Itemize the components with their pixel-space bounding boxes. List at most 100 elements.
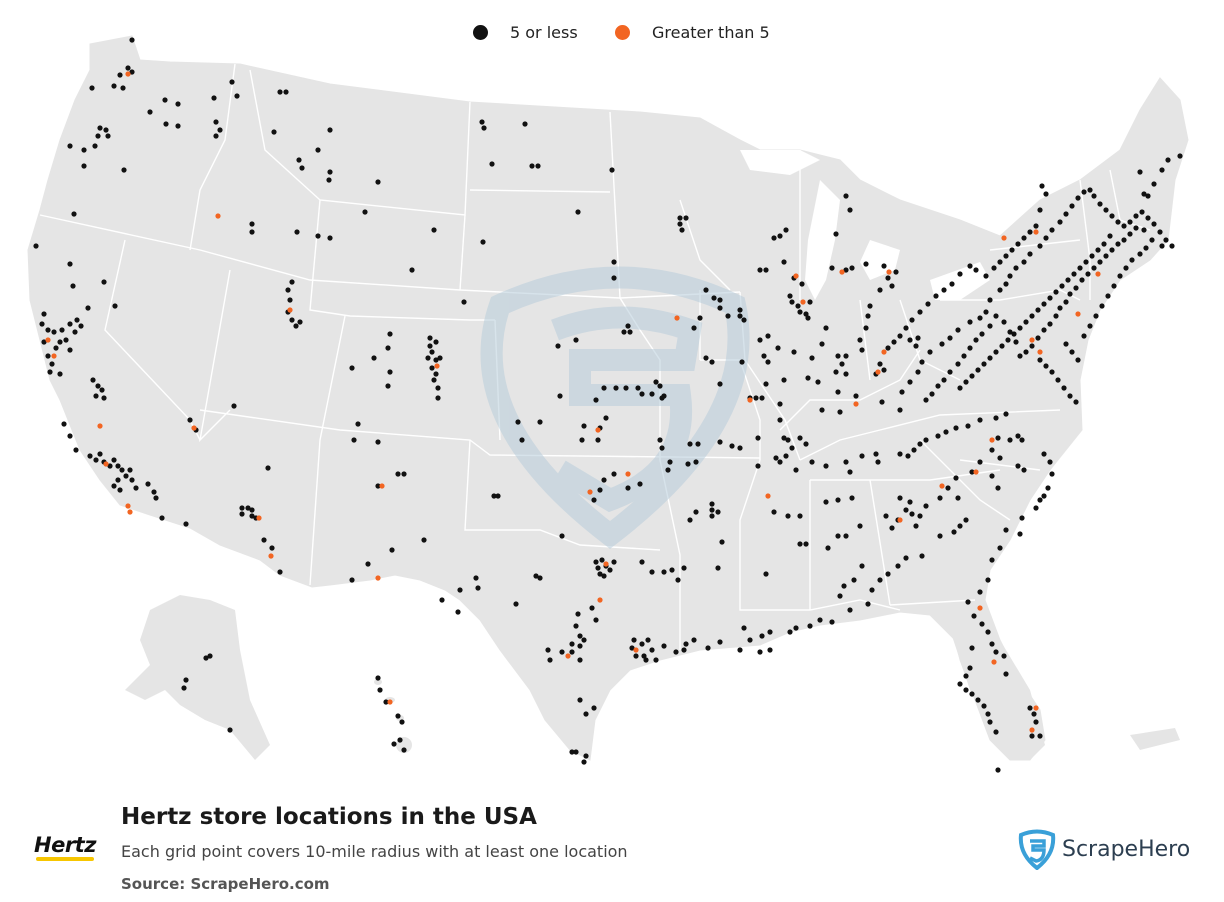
location-dot-small — [913, 343, 919, 349]
location-dot-small — [1021, 259, 1027, 265]
location-dot-small — [385, 345, 391, 351]
location-dot-small — [537, 575, 543, 581]
location-dot-small — [1115, 241, 1121, 247]
location-dot-small — [991, 265, 997, 271]
location-dot-large — [595, 427, 601, 433]
location-dot-small — [803, 311, 809, 317]
location-dot-small — [1133, 213, 1139, 219]
location-dot-small — [1105, 293, 1111, 299]
location-dot-large — [51, 353, 57, 359]
location-dot-small — [1109, 213, 1115, 219]
location-dot-small — [1121, 237, 1127, 243]
location-dot-small — [847, 207, 853, 213]
location-dot-small — [231, 403, 237, 409]
location-dot-small — [661, 643, 667, 649]
location-dot-small — [51, 329, 57, 335]
location-dot-large — [127, 509, 133, 515]
location-dot-small — [271, 129, 277, 135]
legend: 5 or less Greater than 5 — [0, 20, 1224, 44]
location-dot-small — [1003, 411, 1009, 417]
location-dot-small — [1057, 305, 1063, 311]
location-dot-small — [1091, 193, 1097, 199]
location-dot-small — [1049, 369, 1055, 375]
location-dot-small — [1097, 201, 1103, 207]
location-dot-small — [427, 343, 433, 349]
location-dot-small — [837, 409, 843, 415]
location-dot-small — [395, 713, 401, 719]
location-dot-small — [601, 477, 607, 483]
location-dot-small — [1067, 291, 1073, 297]
location-dot-small — [995, 767, 1001, 773]
location-dot-small — [829, 265, 835, 271]
location-dot-small — [67, 143, 73, 149]
location-dot-small — [635, 385, 641, 391]
location-dot-large — [565, 653, 571, 659]
location-dot-small — [989, 557, 995, 563]
location-dot-small — [631, 637, 637, 643]
location-dot-small — [1027, 705, 1033, 711]
location-dot-small — [377, 687, 383, 693]
location-dot-small — [883, 513, 889, 519]
location-dot-small — [659, 445, 665, 451]
location-dot-small — [987, 323, 993, 329]
location-dot-small — [649, 391, 655, 397]
location-dot-small — [297, 319, 303, 325]
location-dot-small — [1141, 227, 1147, 233]
location-dot-large — [125, 71, 131, 77]
location-dot-small — [175, 101, 181, 107]
location-dot-small — [929, 391, 935, 397]
location-dot-large — [387, 699, 393, 705]
location-dot-small — [767, 647, 773, 653]
location-dot-small — [33, 243, 39, 249]
location-dot-small — [965, 599, 971, 605]
location-dot-small — [637, 481, 643, 487]
location-dot-small — [63, 337, 69, 343]
location-dot-small — [1073, 399, 1079, 405]
location-dot-small — [1013, 339, 1019, 345]
alaska — [125, 595, 270, 760]
location-dot-small — [1039, 183, 1045, 189]
location-dot-large — [597, 597, 603, 603]
location-dot-small — [659, 395, 665, 401]
location-dot-small — [843, 459, 849, 465]
location-dot-small — [117, 72, 123, 78]
location-dot-small — [691, 325, 697, 331]
location-dot-small — [1043, 191, 1049, 197]
location-dot-small — [1041, 451, 1047, 457]
location-dot-small — [947, 369, 953, 375]
location-dot-large — [379, 483, 385, 489]
location-dot-small — [575, 209, 581, 215]
location-dot-small — [781, 259, 787, 265]
location-dot-small — [967, 263, 973, 269]
location-dot-small — [825, 545, 831, 551]
location-dot-small — [1071, 271, 1077, 277]
location-dot-small — [947, 335, 953, 341]
orange-dot-icon — [615, 24, 630, 40]
location-dot-small — [891, 339, 897, 345]
location-dot-small — [621, 329, 627, 335]
location-dot-small — [797, 541, 803, 547]
location-dot-small — [120, 85, 126, 91]
location-dot-small — [1137, 251, 1143, 257]
location-dot-small — [175, 123, 181, 129]
location-dot-small — [147, 109, 153, 115]
location-dot-small — [953, 425, 959, 431]
location-dot-small — [685, 461, 691, 467]
location-dot-small — [773, 455, 779, 461]
location-dot-small — [183, 677, 189, 683]
location-dot-small — [457, 587, 463, 593]
location-dot-small — [797, 309, 803, 315]
location-dot-small — [961, 353, 967, 359]
location-dot-small — [809, 355, 815, 361]
location-dot-small — [849, 495, 855, 501]
location-dot-small — [129, 69, 135, 75]
location-dot-small — [375, 439, 381, 445]
map-subtitle: Each grid point covers 10-mile radius wi… — [121, 842, 628, 861]
location-dot-small — [993, 415, 999, 421]
location-dot-small — [785, 437, 791, 443]
location-dot-small — [715, 565, 721, 571]
location-dot-small — [351, 437, 357, 443]
location-dot-small — [1049, 227, 1055, 233]
location-dot-small — [875, 459, 881, 465]
location-dot-small — [555, 343, 561, 349]
